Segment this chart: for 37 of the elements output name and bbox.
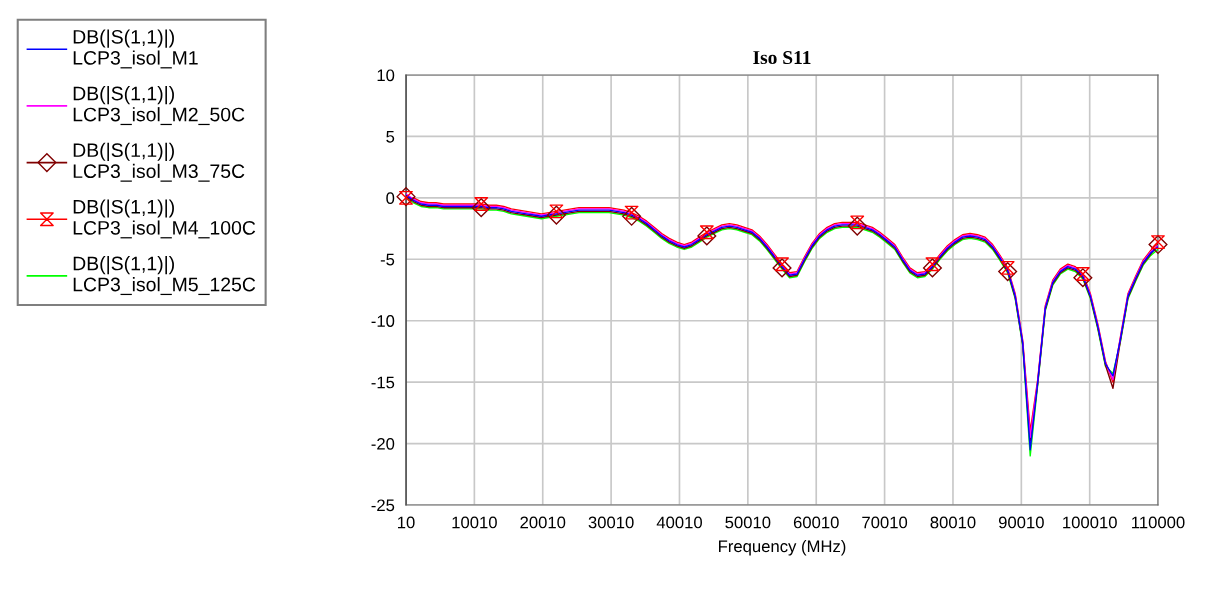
y-tick-label: -15 — [371, 376, 395, 389]
point — [847, 216, 867, 236]
point — [546, 205, 566, 225]
x-tick-label: 100010 — [1063, 516, 1117, 529]
x-tick-label: 30010 — [588, 516, 634, 529]
legend-label: DB(|S(1,1)|) LCP3_isol_M5_125C — [73, 256, 256, 296]
x-tick-label: 90010 — [998, 516, 1044, 529]
point — [998, 262, 1018, 282]
point — [471, 198, 491, 218]
legend-label: DB(|S(1,1)|) LCP3_isol_M2_50C — [73, 86, 245, 126]
x-tick-label: 10010 — [452, 516, 497, 529]
point — [772, 258, 792, 278]
x-tick-label: 70010 — [862, 516, 908, 529]
y-tick-label: 5 — [386, 131, 395, 143]
y-tick-label: -20 — [371, 437, 395, 450]
y-tick-label: 10 — [377, 69, 395, 82]
x-tick-label: 40010 — [656, 516, 702, 529]
y-tick-label: -25 — [371, 499, 395, 512]
point — [1148, 235, 1168, 255]
legend-label: DB(|S(1,1)|) LCP3_isol_M3_75C — [73, 142, 245, 182]
x-tick-label: 60010 — [793, 516, 839, 529]
chart-title: Iso S11 — [753, 51, 811, 65]
legend-label: DB(|S(1,1)|) LCP3_isol_M1 — [73, 29, 198, 69]
point — [1073, 268, 1093, 288]
point — [922, 258, 942, 278]
legend-label: DB(|S(1,1)|) LCP3_isol_M4_100C — [73, 199, 256, 239]
x-tick-label: 10 — [398, 516, 415, 529]
x-tick-label: 20010 — [520, 516, 566, 529]
y-tick-label: -10 — [371, 315, 395, 327]
x-tick-label: 80010 — [930, 516, 976, 529]
x-axis-title: Frequency (MHz) — [719, 539, 846, 556]
y-tick-label: -5 — [380, 253, 395, 266]
point — [622, 206, 642, 226]
x-tick-label: 110000 — [1132, 516, 1185, 529]
x-tick-label: 50010 — [725, 516, 771, 529]
y-tick-label: 0 — [386, 192, 395, 205]
point — [697, 226, 717, 246]
